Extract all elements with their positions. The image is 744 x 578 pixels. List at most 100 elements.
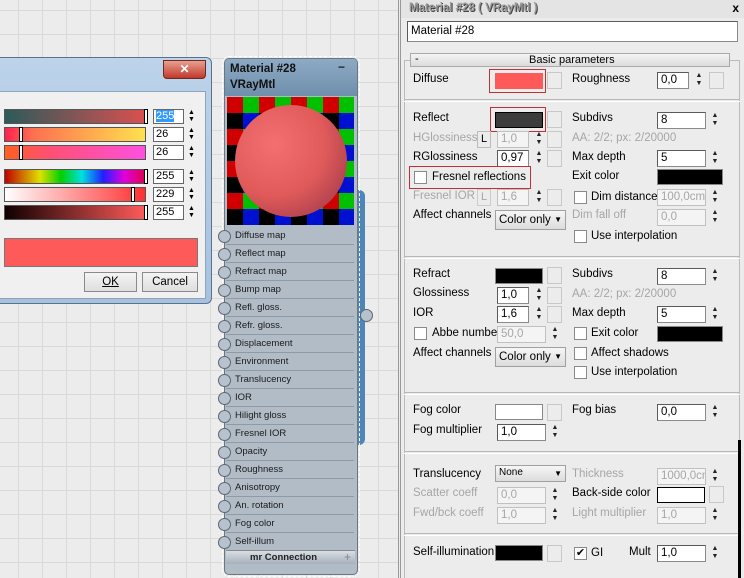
self-illumination-mult-input[interactable]: 1,0: [657, 545, 706, 562]
glossiness-map-button[interactable]: [547, 287, 562, 304]
slot-socket-icon[interactable]: [218, 302, 231, 315]
slot-socket-icon[interactable]: [218, 266, 231, 279]
slot-socket-icon[interactable]: [218, 284, 231, 297]
abbe-number-input[interactable]: 50,0: [497, 326, 546, 343]
slot-socket-icon[interactable]: [218, 518, 231, 531]
close-button[interactable]: ✕: [163, 60, 206, 79]
slot-socket-icon[interactable]: [218, 428, 231, 441]
spinner[interactable]: ▲ ▼: [188, 169, 195, 183]
spinner[interactable]: ▲ ▼: [188, 127, 195, 141]
slot-socket-icon[interactable]: [218, 320, 231, 333]
node-slot[interactable]: An. rotation: [218, 497, 354, 515]
abbe-number-checkbox[interactable]: [414, 327, 427, 340]
node-slot[interactable]: Hilight gloss: [218, 407, 354, 425]
ior-map-button[interactable]: [547, 306, 562, 323]
slot-socket-icon[interactable]: [218, 482, 231, 495]
value-input[interactable]: 255: [153, 205, 184, 220]
node-slot[interactable]: Self-illum: [218, 533, 354, 551]
spinner[interactable]: ▲ ▼: [188, 205, 195, 219]
node-slot[interactable]: Translucency: [218, 371, 354, 389]
slider-saturation[interactable]: [4, 187, 146, 202]
translucency-dropdown[interactable]: None ▼: [495, 465, 566, 482]
slider-red[interactable]: [4, 109, 148, 124]
node-slot[interactable]: Reflect map: [218, 245, 354, 263]
hue-input[interactable]: 255: [153, 169, 184, 184]
spinner[interactable]: ▲ ▼: [711, 306, 719, 321]
affect-shadows-checkbox[interactable]: [574, 347, 587, 360]
spinner[interactable]: ▲ ▼: [711, 545, 719, 560]
spinner[interactable]: ▲ ▼: [188, 109, 195, 123]
reflect-maxdepth-input[interactable]: 5: [657, 150, 706, 167]
plus-icon[interactable]: +: [343, 550, 351, 564]
roughness-input[interactable]: 0,0: [657, 72, 689, 89]
slider-hue[interactable]: [4, 169, 148, 184]
red-input[interactable]: 255: [153, 109, 184, 124]
fresnel-ior-lock-button[interactable]: L: [477, 189, 491, 206]
dim-distance-input[interactable]: 100,0cm: [657, 189, 706, 206]
refract-subdivs-input[interactable]: 8: [657, 268, 706, 285]
slot-socket-icon[interactable]: [218, 230, 231, 243]
reflect-map-button[interactable]: [547, 111, 562, 128]
spinner[interactable]: ▲ ▼: [711, 189, 719, 204]
slot-socket-icon[interactable]: [218, 338, 231, 351]
rglossiness-input[interactable]: 0,97: [497, 150, 529, 167]
spinner[interactable]: ▲ ▼: [711, 150, 719, 165]
spinner[interactable]: ▲ ▼: [535, 306, 543, 321]
ior-input[interactable]: 1,6: [497, 306, 529, 323]
glossiness-input[interactable]: 1,0: [497, 287, 529, 304]
node-slot[interactable]: Anisotropy: [218, 479, 354, 497]
spinner[interactable]: ▲ ▼: [551, 487, 559, 502]
spinner[interactable]: ▲ ▼: [535, 287, 543, 302]
gi-checkbox[interactable]: ✔: [574, 547, 587, 560]
slot-socket-icon[interactable]: [218, 536, 231, 549]
node-header[interactable]: [225, 59, 357, 96]
refract-maxdepth-input[interactable]: 5: [657, 306, 706, 323]
fog-bias-input[interactable]: 0,0: [657, 404, 706, 421]
reflect-use-interpolation-checkbox[interactable]: [574, 230, 587, 243]
refract-map-button[interactable]: [547, 267, 562, 284]
slider-green[interactable]: [4, 127, 146, 142]
dim-falloff-input[interactable]: 0,0: [657, 209, 706, 226]
material-name-input[interactable]: Material #28: [407, 21, 738, 42]
slot-socket-icon[interactable]: [218, 374, 231, 387]
spinner[interactable]: ▲ ▼: [711, 404, 719, 419]
spinner[interactable]: ▲ ▼: [551, 424, 559, 439]
node-slot[interactable]: Bump map: [218, 281, 354, 299]
roughness-map-button[interactable]: [709, 72, 724, 89]
spinner[interactable]: ▲ ▼: [551, 507, 559, 522]
spinner[interactable]: ▲ ▼: [711, 507, 719, 522]
diffuse-map-button[interactable]: [547, 72, 562, 89]
slot-socket-icon[interactable]: [218, 464, 231, 477]
refract-exit-color-checkbox[interactable]: [574, 327, 587, 340]
back-side-color-swatch[interactable]: [657, 487, 705, 503]
ok-button[interactable]: OK: [84, 272, 137, 292]
spinner[interactable]: ▲ ▼: [188, 145, 195, 159]
rollout-header-basic-parameters[interactable]: - Basic parameters: [410, 53, 730, 67]
slot-socket-icon[interactable]: [218, 248, 231, 261]
saturation-input[interactable]: 229: [153, 187, 184, 202]
diffuse-color-swatch[interactable]: [495, 73, 543, 89]
reflect-exit-color-swatch[interactable]: [657, 169, 723, 185]
spinner[interactable]: ▲ ▼: [535, 131, 543, 146]
node-slot[interactable]: Roughness: [218, 461, 354, 479]
node-slot[interactable]: Fresnel IOR: [218, 425, 354, 443]
thickness-input[interactable]: 1000,0cm: [657, 468, 706, 485]
rglossiness-map-button[interactable]: [547, 150, 562, 167]
slot-socket-icon[interactable]: [218, 410, 231, 423]
node-output-socket[interactable]: [360, 309, 373, 322]
spinner[interactable]: ▲ ▼: [551, 326, 559, 341]
hglossiness-input[interactable]: 1,0: [497, 131, 529, 148]
node-slot[interactable]: Diffuse map: [218, 227, 354, 245]
node-collapse-button[interactable]: −: [338, 60, 346, 74]
node-slot[interactable]: Refr. gloss.: [218, 317, 354, 335]
green-input[interactable]: 26: [153, 127, 184, 142]
spinner[interactable]: ▲ ▼: [711, 209, 719, 224]
spinner[interactable]: ▲ ▼: [535, 150, 543, 165]
fresnel-ior-map-button[interactable]: [547, 189, 562, 206]
rollout-toggle[interactable]: -: [415, 53, 419, 65]
node-footer-mr-connection[interactable]: mr Connection +: [226, 550, 355, 564]
reflect-affect-channels-dropdown[interactable]: Color only ▼: [495, 210, 566, 230]
node-slot[interactable]: Environment: [218, 353, 354, 371]
fwd-bck-coeff-input[interactable]: 1,0: [497, 507, 546, 524]
back-side-map-button[interactable]: [709, 486, 724, 503]
